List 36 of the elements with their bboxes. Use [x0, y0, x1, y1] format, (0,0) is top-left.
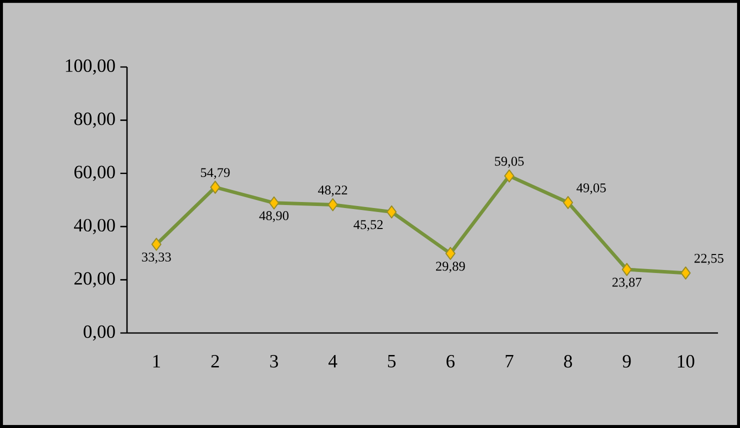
data-label: 54,79 — [200, 168, 230, 179]
x-tick-label: 9 — [622, 355, 631, 368]
y-tick-label: 0,00 — [84, 325, 115, 341]
x-tick-label: 8 — [564, 355, 572, 368]
point — [445, 246, 456, 260]
point — [210, 180, 220, 194]
data-label: 59,05 — [495, 156, 524, 168]
data-label: 49,05 — [576, 183, 606, 194]
data-label: 48,90 — [259, 211, 289, 222]
x-tick-label: 6 — [446, 355, 455, 368]
x-tick-label: 2 — [211, 355, 219, 368]
x-tick-label: 3 — [270, 355, 278, 368]
y-tick-label: 40,00 — [74, 218, 115, 234]
y-tick-label: 60,00 — [74, 166, 115, 182]
y-tick-label: 100,00 — [66, 59, 115, 75]
y-tick-label: 80,00 — [74, 112, 115, 128]
data-label: 48,22 — [318, 186, 348, 196]
x-tick-label: 4 — [328, 355, 338, 368]
data-label: 22,55 — [694, 254, 724, 265]
x-tick-label: 1 — [153, 355, 160, 368]
data-label: 45,52 — [354, 220, 383, 232]
point — [328, 198, 338, 212]
data-label: 29,89 — [436, 262, 465, 273]
point — [504, 169, 514, 182]
point — [151, 238, 162, 251]
data-label: 33,33 — [142, 252, 171, 264]
point — [680, 266, 691, 280]
y-tick-label: 20,00 — [74, 272, 115, 288]
point — [386, 205, 397, 218]
data-label: 23,87 — [612, 278, 642, 289]
point — [622, 262, 632, 276]
point — [268, 196, 280, 210]
x-tick-label: 10 — [678, 355, 694, 368]
point — [563, 196, 574, 210]
x-tick-label: 5 — [388, 355, 396, 368]
x-tick-label: 7 — [506, 355, 514, 368]
